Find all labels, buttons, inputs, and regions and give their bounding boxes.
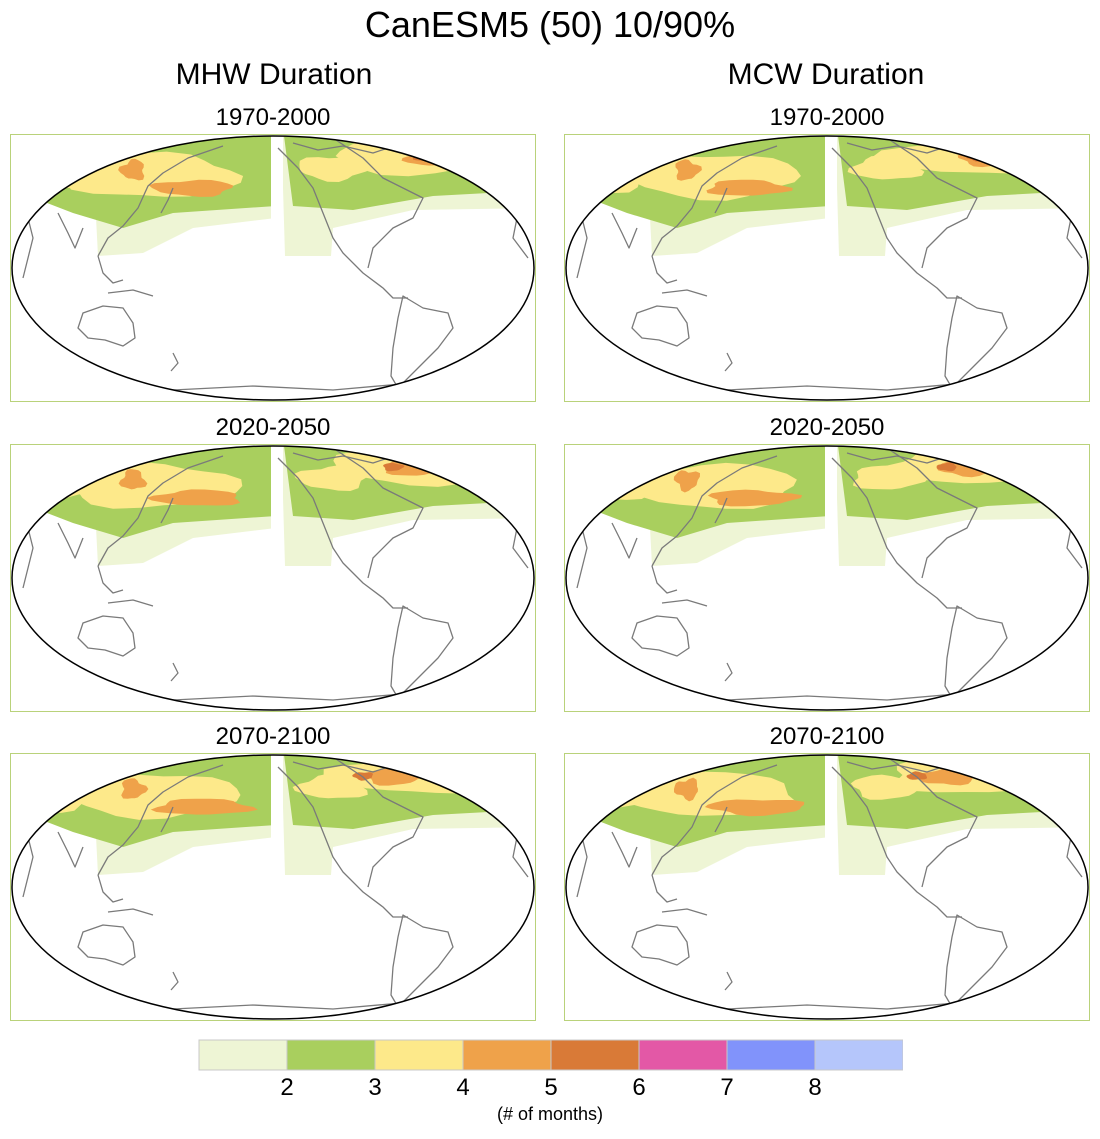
colorbar-tick-label: 5: [544, 1074, 558, 1101]
panel-title: 2070-2100: [769, 723, 885, 750]
panel-title: 1970-2000: [769, 104, 885, 131]
world-map: [10, 134, 536, 402]
world-map: [564, 753, 1090, 1021]
colorbar-segment: [198, 1039, 288, 1071]
colorbar-segment: [462, 1039, 552, 1071]
colorbar-segment: [286, 1039, 376, 1071]
colorbar: [198, 1039, 903, 1071]
map-boundary: [11, 754, 535, 1020]
panel-title: 2020-2050: [769, 414, 885, 441]
colorbar-segment: [550, 1039, 640, 1071]
panel-frame: [564, 444, 1090, 712]
figure-title: CanESM5 (50) 10/90%: [364, 4, 736, 45]
colorbar-tick-label: 6: [632, 1074, 646, 1101]
world-map: [564, 444, 1090, 712]
panel-frame: [10, 444, 536, 712]
map-boundary: [11, 445, 535, 711]
map-boundary: [565, 754, 1089, 1020]
panel-title: 2020-2050: [215, 414, 331, 441]
world-map: [10, 753, 536, 1021]
panel-frame: [10, 753, 536, 1021]
colorbar-segment: [374, 1039, 464, 1071]
colorbar-segment: [814, 1039, 903, 1071]
world-map: [10, 444, 536, 712]
map-boundary: [565, 135, 1089, 401]
panel-frame: [10, 134, 536, 402]
colorbar-tick-label: 2: [280, 1074, 294, 1101]
map-boundary: [11, 135, 535, 401]
map-boundary: [565, 445, 1089, 711]
colorbar-unit-label: (# of months): [496, 1104, 604, 1124]
panel-title: 1970-2000: [215, 104, 331, 131]
colorbar-segment: [726, 1039, 816, 1071]
panel-frame: [564, 134, 1090, 402]
colorbar-segment: [638, 1039, 728, 1071]
colorbar-tick-label: 8: [808, 1074, 822, 1101]
panel-title: 2070-2100: [215, 723, 331, 750]
colorbar-tick-label: 3: [368, 1074, 382, 1101]
column-title-mhw: MHW Duration: [175, 58, 373, 91]
colorbar-tick-label: 4: [456, 1074, 470, 1101]
world-map: [564, 134, 1090, 402]
panel-frame: [564, 753, 1090, 1021]
colorbar-tick-label: 7: [720, 1074, 734, 1101]
column-title-mcw: MCW Duration: [727, 58, 925, 91]
